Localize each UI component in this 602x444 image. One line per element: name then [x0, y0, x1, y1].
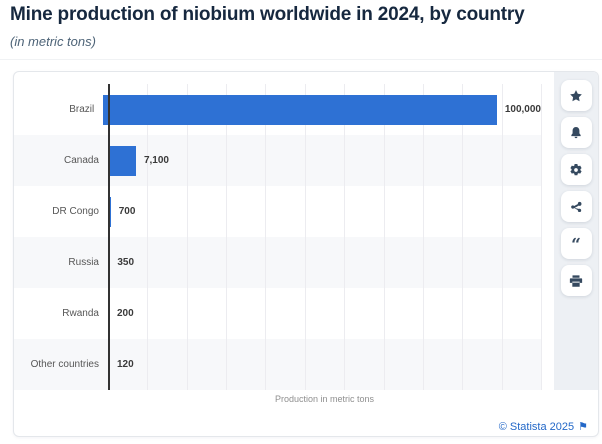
bar-row: Other countries 120: [14, 339, 541, 390]
quote-icon: “: [571, 234, 581, 255]
bar: [103, 94, 497, 125]
gridline: [541, 84, 542, 390]
star-icon: [569, 89, 583, 103]
value-label: 200: [117, 308, 134, 319]
row-plot: 200: [108, 288, 541, 339]
category-label: Canada: [63, 155, 99, 166]
row-plot: 120: [108, 339, 541, 390]
bar-row: Canada 7,100: [14, 135, 541, 186]
chart-card: Brazil 100,000 Canada 7,100 DR Congo 700 Russi…: [13, 71, 599, 437]
y-axis-line: [108, 84, 110, 390]
cite-button[interactable]: “: [560, 228, 592, 259]
alerts-button[interactable]: [560, 117, 592, 148]
value-label: 700: [118, 206, 136, 217]
value-label: 350: [117, 257, 135, 268]
category-label: Other countries: [30, 359, 99, 370]
category-label: DR Congo: [52, 206, 99, 217]
settings-button[interactable]: [560, 154, 592, 185]
bar-row: Brazil 100,000: [14, 84, 541, 135]
printer-icon: [569, 274, 583, 288]
share-icon: [569, 200, 583, 214]
chart-header: Mine production of niobium worldwide in …: [10, 3, 596, 49]
bell-icon: [569, 126, 583, 140]
page-subtitle: (in metric tons): [10, 33, 96, 49]
gear-icon: [569, 163, 583, 177]
bar-row: DR Congo 700: [14, 186, 541, 237]
row-plot: 100,000: [103, 84, 541, 135]
row-plot: 7,100: [108, 135, 541, 186]
category-label: Rwanda: [62, 308, 99, 319]
share-button[interactable]: [560, 191, 592, 222]
statista-credit[interactable]: © Statista 2025 ⚑: [499, 421, 588, 433]
category-label: Russia: [68, 257, 99, 268]
flag-icon: ⚑: [578, 420, 588, 433]
row-plot: 350: [108, 237, 541, 288]
bar: [108, 145, 136, 176]
bar-row: Russia 350: [14, 237, 541, 288]
chart-rows: Brazil 100,000 Canada 7,100 DR Congo 700 Russi…: [14, 84, 541, 390]
value-label: 100,000: [504, 104, 541, 115]
bar-row: Rwanda 200: [14, 288, 541, 339]
plot-region: Brazil 100,000 Canada 7,100 DR Congo 700 Russi…: [14, 84, 542, 390]
header-divider: [0, 59, 602, 60]
value-label: 120: [117, 359, 134, 370]
x-axis-label: Production in metric tons: [274, 394, 375, 404]
value-label: 7,100: [143, 155, 169, 166]
print-button[interactable]: [560, 265, 592, 296]
action-rail: “: [554, 72, 598, 390]
favorite-button[interactable]: [560, 80, 592, 111]
statista-credit-text: © Statista 2025: [498, 421, 575, 433]
page-title: Mine production of niobium worldwide in …: [10, 4, 525, 25]
row-plot: 700: [108, 186, 541, 237]
category-label: Brazil: [69, 104, 95, 115]
